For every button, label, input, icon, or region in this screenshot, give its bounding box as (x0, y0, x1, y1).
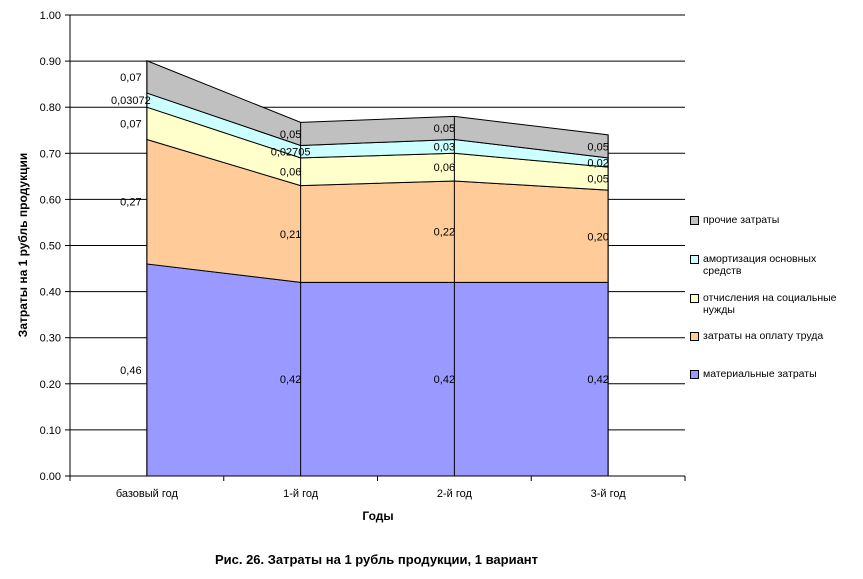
data-label: 0,20 (587, 231, 608, 243)
legend-label-labor: затраты на оплату труда (703, 330, 824, 342)
data-label: 0,21 (280, 229, 301, 241)
data-label: 0,05 (587, 141, 608, 153)
data-label: 0,46 (120, 365, 141, 377)
data-label: 0,07 (120, 72, 141, 84)
data-label: 0,22 (434, 227, 455, 239)
y-tick-label: 0.30 (40, 333, 61, 345)
y-tick-label: 1.00 (40, 10, 61, 22)
legend-label-other: прочие затраты (703, 214, 780, 226)
data-label: 0,07 (120, 118, 141, 130)
x-tick-label: базовый год (116, 488, 179, 500)
data-label: 0,05 (434, 123, 455, 135)
legend-item-social: отчисления на социальные нужды (690, 292, 853, 316)
y-tick-label: 0.50 (40, 241, 61, 253)
x-tick-label: 1-й год (283, 488, 319, 500)
data-label: 0,42 (280, 374, 301, 386)
y-tick-label: 0.80 (40, 102, 61, 114)
x-tick-label: 3-й год (591, 488, 627, 500)
data-label: 0,02705 (271, 147, 311, 159)
y-tick-label: 0.70 (40, 148, 61, 160)
y-tick-label: 0.40 (40, 287, 61, 299)
x-tick-label: 2-й год (437, 488, 473, 500)
data-label: 0,42 (587, 374, 608, 386)
legend-item-other: прочие затраты (690, 214, 853, 226)
axes: 0.00 0.10 0.20 0.30 0.40 0.50 0.60 0.70 0.80 0.90… (40, 10, 686, 500)
legend-swatch-material (690, 370, 699, 379)
legend-swatch-social (690, 294, 699, 303)
data-label: 0,42 (434, 374, 455, 386)
data-labels: 0,46 0,42 0,42 0,42 0,27 0,21 0,22 0,20 0,07 0,06… (111, 72, 609, 386)
data-label: 0,03 (434, 141, 455, 153)
data-label: 0,02 (587, 158, 608, 170)
figure-caption: Рис. 26. Затраты на 1 рубль продукции, 1… (214, 552, 539, 567)
y-tick-label: 0.10 (40, 425, 61, 437)
legend-label-material: материальные затраты (703, 368, 817, 380)
legend-label-social: отчисления на социальные нужды (703, 292, 837, 316)
data-label: 0,06 (434, 162, 455, 174)
legend-swatch-other (690, 216, 699, 225)
legend-swatch-depreciation (690, 255, 699, 264)
y-tick-label: 0.90 (40, 56, 61, 68)
data-label: 0,05 (587, 174, 608, 186)
area-1 (146, 263, 609, 477)
legend-item-depreciation: амортизация основных средств (690, 253, 853, 277)
y-tick-label: 0.60 (40, 194, 61, 206)
legend-swatch-labor (690, 332, 699, 341)
data-label: 0,27 (120, 197, 141, 209)
y-axis-title: Затраты на 1 рубль продукции (16, 153, 30, 337)
area-series (146, 60, 609, 477)
data-label: 0,05 (280, 129, 301, 141)
legend-label-depreciation: амортизация основных средств (703, 253, 817, 277)
data-label: 0,03072 (111, 95, 151, 107)
data-label: 0,06 (280, 167, 301, 179)
legend-item-labor: затраты на оплату труда (690, 330, 853, 342)
x-axis-title: Годы (362, 509, 393, 523)
legend-item-material: материальные затраты (690, 368, 853, 380)
y-tick-label: 0.20 (40, 379, 61, 391)
y-tick-label: 0.00 (40, 471, 61, 483)
